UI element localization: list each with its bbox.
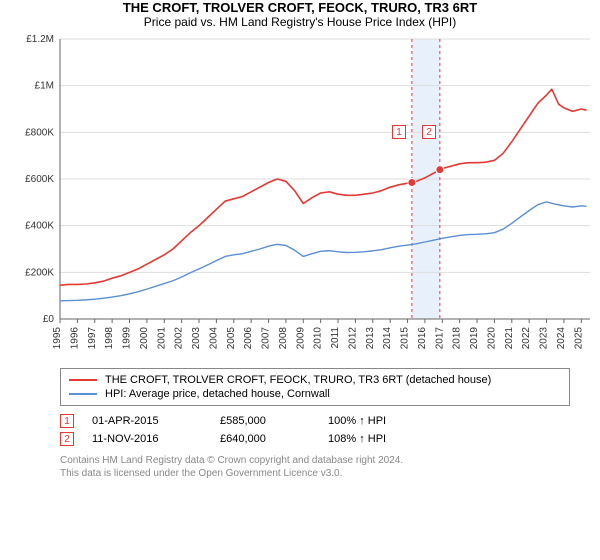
svg-text:£1.2M: £1.2M bbox=[26, 34, 54, 45]
svg-text:1996: 1996 bbox=[69, 327, 80, 350]
svg-text:2020: 2020 bbox=[486, 327, 497, 350]
chart-svg: £0 £200K £400K £600K £800K £1M £1.2M 1995 1996 19… bbox=[0, 29, 600, 359]
prices-paid-table: 1 01-APR-2015 £585,000 100% ↑ HPI 2 11-NOV-20… bbox=[60, 412, 570, 448]
attribution-footer: Contains HM Land Registry data © Crown c… bbox=[60, 454, 570, 480]
svg-text:1997: 1997 bbox=[87, 327, 98, 350]
svg-text:2008: 2008 bbox=[278, 327, 289, 350]
svg-text:2001: 2001 bbox=[156, 327, 167, 350]
svg-text:2009: 2009 bbox=[295, 327, 306, 350]
price-paid-amount: £585,000 bbox=[220, 415, 310, 427]
svg-text:2007: 2007 bbox=[261, 327, 272, 350]
price-paid-amount: £640,000 bbox=[220, 433, 310, 445]
svg-text:1999: 1999 bbox=[122, 327, 133, 350]
svg-text:£1M: £1M bbox=[35, 81, 54, 92]
legend-swatch bbox=[69, 393, 97, 395]
svg-text:1995: 1995 bbox=[52, 327, 63, 350]
svg-text:2023: 2023 bbox=[539, 327, 550, 350]
svg-text:2018: 2018 bbox=[452, 327, 463, 350]
svg-text:2013: 2013 bbox=[365, 327, 376, 350]
footer-line-2: This data is licensed under the Open Gov… bbox=[60, 467, 570, 480]
svg-text:£200K: £200K bbox=[25, 267, 54, 278]
svg-text:£400K: £400K bbox=[25, 221, 54, 232]
svg-text:2021: 2021 bbox=[504, 327, 515, 350]
legend-label: THE CROFT, TROLVER CROFT, FEOCK, TRURO, … bbox=[105, 374, 491, 386]
svg-text:2002: 2002 bbox=[174, 327, 185, 350]
svg-text:2011: 2011 bbox=[330, 327, 341, 349]
chart-subtitle: Price paid vs. HM Land Registry's House … bbox=[0, 15, 600, 29]
svg-text:2000: 2000 bbox=[139, 327, 150, 350]
legend-label: HPI: Average price, detached house, Corn… bbox=[105, 388, 330, 400]
svg-text:2004: 2004 bbox=[208, 327, 219, 350]
price-paid-relative: 108% ↑ HPI bbox=[328, 433, 438, 445]
chart-area: £0 £200K £400K £600K £800K £1M £1.2M 1995 1996 19… bbox=[0, 29, 600, 364]
price-paid-date: 11-NOV-2016 bbox=[92, 433, 202, 445]
svg-text:2003: 2003 bbox=[191, 327, 202, 350]
svg-text:2025: 2025 bbox=[573, 327, 584, 350]
price-paid-row-1: 1 01-APR-2015 £585,000 100% ↑ HPI bbox=[60, 412, 570, 430]
price-marker-1: 1 bbox=[392, 125, 406, 139]
svg-text:1998: 1998 bbox=[104, 327, 115, 350]
legend: THE CROFT, TROLVER CROFT, FEOCK, TRURO, … bbox=[60, 368, 570, 406]
chart-title: THE CROFT, TROLVER CROFT, FEOCK, TRURO, … bbox=[0, 0, 600, 15]
svg-text:2016: 2016 bbox=[417, 327, 428, 350]
price-paid-marker: 1 bbox=[60, 414, 74, 428]
svg-text:2014: 2014 bbox=[382, 327, 393, 350]
price-paid-relative: 100% ↑ HPI bbox=[328, 415, 438, 427]
price-paid-date: 01-APR-2015 bbox=[92, 415, 202, 427]
svg-text:£0: £0 bbox=[43, 314, 55, 325]
svg-text:2006: 2006 bbox=[243, 327, 254, 350]
svg-text:2022: 2022 bbox=[521, 327, 532, 350]
svg-text:2019: 2019 bbox=[469, 327, 480, 350]
svg-text:£800K: £800K bbox=[25, 127, 54, 138]
svg-text:2010: 2010 bbox=[313, 327, 324, 350]
legend-row-0: THE CROFT, TROLVER CROFT, FEOCK, TRURO, … bbox=[69, 373, 561, 387]
svg-text:2024: 2024 bbox=[556, 327, 567, 350]
svg-text:£600K: £600K bbox=[25, 174, 54, 185]
svg-text:2005: 2005 bbox=[226, 327, 237, 350]
legend-swatch bbox=[69, 379, 97, 381]
price-paid-marker: 2 bbox=[60, 432, 74, 446]
svg-text:2017: 2017 bbox=[434, 327, 445, 350]
footer-line-1: Contains HM Land Registry data © Crown c… bbox=[60, 454, 570, 467]
legend-row-1: HPI: Average price, detached house, Corn… bbox=[69, 387, 561, 401]
price-marker-2: 2 bbox=[422, 125, 436, 139]
svg-text:2015: 2015 bbox=[400, 327, 411, 350]
price-paid-row-2: 2 11-NOV-2016 £640,000 108% ↑ HPI bbox=[60, 430, 570, 448]
svg-text:2012: 2012 bbox=[347, 327, 358, 350]
